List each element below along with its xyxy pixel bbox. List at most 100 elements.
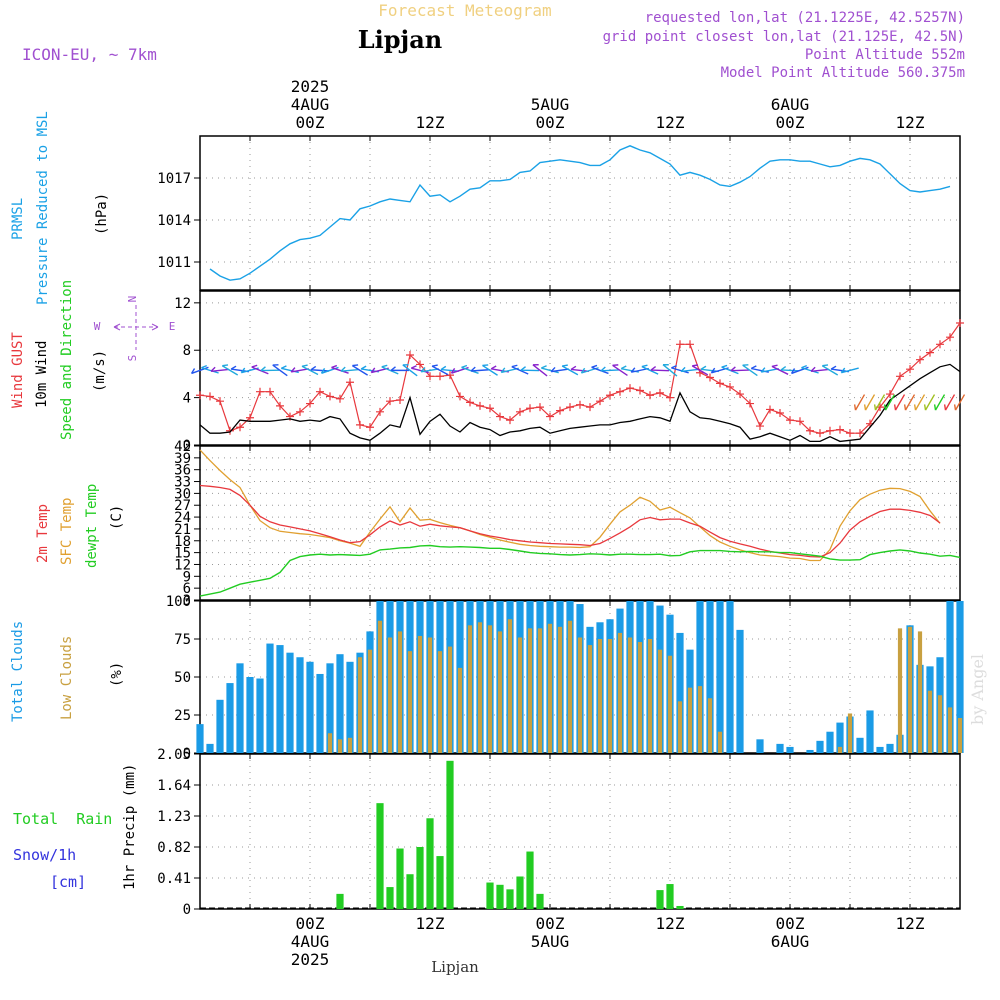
wind-direction-arrow bbox=[790, 366, 809, 375]
gust-marker bbox=[666, 393, 674, 402]
pressure-ytick-label: 1017 bbox=[157, 171, 191, 187]
temp-ytick-label: 12 bbox=[174, 557, 191, 573]
wind-ytick-label: 4 bbox=[183, 391, 191, 407]
low-cloud-bar bbox=[507, 619, 513, 753]
total-cloud-bar bbox=[856, 737, 864, 753]
low-cloud-bar bbox=[897, 628, 903, 753]
wind-direction-arrow bbox=[260, 366, 280, 372]
gust-marker bbox=[466, 398, 474, 407]
precip-ytick-label: 1.64 bbox=[157, 778, 191, 794]
snow-label: Snow/1h bbox=[13, 846, 76, 864]
clouds-ytick-label: 75 bbox=[174, 632, 191, 648]
total-cloud-bar bbox=[676, 632, 684, 753]
total-cloud-bar bbox=[226, 683, 234, 753]
gust-line bbox=[199, 322, 961, 434]
gust-marker bbox=[806, 426, 814, 435]
gust-marker bbox=[256, 387, 264, 396]
temp-ytick-label: 21 bbox=[174, 522, 191, 538]
low-cloud-bar bbox=[467, 625, 473, 753]
total-cloud-bar bbox=[286, 652, 294, 753]
gust-marker bbox=[426, 372, 434, 381]
bottom-time-label: 5AUG bbox=[531, 932, 570, 951]
precip-bar bbox=[396, 848, 404, 909]
temp-ytick-label: 24 bbox=[174, 510, 191, 526]
gust-marker bbox=[436, 372, 444, 381]
wind-direction-arrow bbox=[461, 364, 479, 374]
low-cloud-bar bbox=[677, 701, 683, 753]
wind-direction-arrow bbox=[210, 366, 230, 373]
gust-marker bbox=[356, 420, 364, 429]
low-cloud-bar bbox=[427, 637, 433, 753]
gust-marker bbox=[756, 422, 764, 431]
gust-marker bbox=[456, 392, 464, 401]
wind-direction-arrow bbox=[612, 364, 628, 376]
gust-marker bbox=[366, 423, 374, 432]
wind-direction-arrow bbox=[801, 364, 819, 374]
clouds-ytick-label: 50 bbox=[174, 670, 191, 686]
top-time-label: 12Z bbox=[416, 113, 445, 132]
wind-direction-arrow bbox=[641, 364, 659, 375]
wind-direction-label: Speed and Direction bbox=[59, 280, 75, 440]
temp-unit: (C) bbox=[109, 505, 125, 530]
total-cloud-bar bbox=[776, 743, 784, 753]
gust-marker bbox=[316, 387, 324, 396]
gust-marker bbox=[406, 350, 414, 359]
gust-marker bbox=[946, 333, 954, 342]
gust-marker bbox=[586, 403, 594, 412]
total-rain-label: Total Rain bbox=[13, 810, 112, 828]
pressure-label-short: PRMSL bbox=[10, 198, 26, 240]
wind-direction-arrow bbox=[440, 365, 460, 372]
wind-direction-arrow bbox=[853, 394, 866, 411]
wind-direction-arrow bbox=[662, 364, 678, 377]
gust-marker bbox=[206, 392, 214, 401]
compass-rose: N S W E bbox=[94, 296, 176, 362]
wind-unit: (m/s) bbox=[92, 350, 108, 392]
gust-marker bbox=[556, 406, 564, 415]
gust-marker bbox=[676, 340, 684, 349]
gust-marker bbox=[926, 348, 934, 357]
gust-marker bbox=[506, 416, 514, 425]
wind-direction-arrow bbox=[331, 364, 349, 374]
low-cloud-bar bbox=[447, 646, 453, 753]
low-cloud-bar bbox=[687, 687, 693, 753]
gust-marker bbox=[856, 429, 864, 438]
total-cloud-bar bbox=[716, 601, 724, 753]
low-cloud-bar bbox=[387, 637, 393, 753]
temp-frame bbox=[199, 445, 961, 601]
gust-marker bbox=[516, 407, 524, 416]
gust-marker bbox=[576, 400, 584, 409]
pressure-ytick-label: 1011 bbox=[157, 255, 191, 271]
low-cloud-bar bbox=[407, 651, 413, 753]
total-cloud-bar bbox=[826, 731, 834, 753]
wind-direction-arrow bbox=[883, 394, 896, 411]
low-cloud-bar bbox=[337, 739, 343, 753]
low-cloud-bar bbox=[357, 657, 363, 753]
pressure-frame bbox=[199, 135, 961, 291]
low-cloud-bar bbox=[567, 620, 573, 753]
low-cloud-bar bbox=[537, 628, 543, 753]
gust-marker bbox=[826, 426, 834, 435]
temp-ytick-label: 6 bbox=[183, 581, 191, 597]
temp-ytick-label: 30 bbox=[174, 486, 191, 502]
watermark: by Angel bbox=[968, 654, 987, 725]
total-cloud-bar bbox=[206, 743, 214, 753]
gust-marker bbox=[686, 340, 694, 349]
wind-direction-arrow bbox=[320, 366, 339, 374]
low-cloud-bar bbox=[557, 626, 563, 753]
precip-bar bbox=[336, 893, 344, 909]
bottom-time-label: 12Z bbox=[416, 914, 445, 933]
gust-marker bbox=[636, 386, 644, 395]
low-cloud-bar bbox=[847, 713, 853, 753]
gust-marker bbox=[566, 403, 574, 412]
low-cloud-bar bbox=[367, 649, 373, 753]
total-cloud-bar bbox=[216, 699, 224, 753]
model-altitude: Model Point Altitude 560.375m bbox=[721, 65, 965, 81]
precip-bar bbox=[446, 760, 454, 909]
total-clouds-label: Total Clouds bbox=[10, 621, 26, 722]
gust-marker bbox=[476, 401, 484, 410]
low-cloud-bar bbox=[347, 737, 353, 753]
gust-marker bbox=[246, 413, 254, 422]
pressure-ytick-label: 1014 bbox=[157, 213, 191, 229]
